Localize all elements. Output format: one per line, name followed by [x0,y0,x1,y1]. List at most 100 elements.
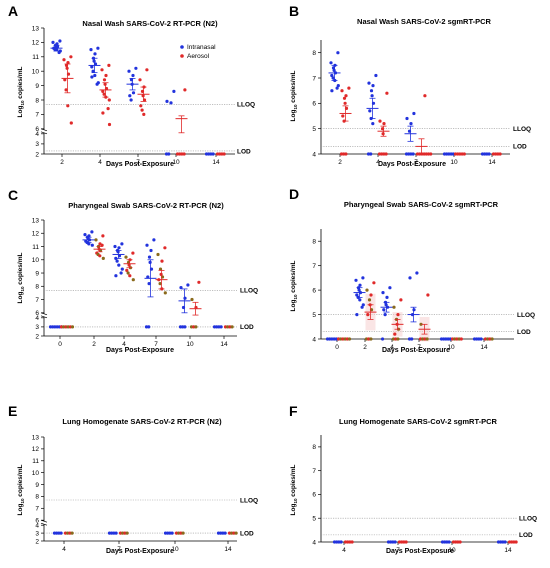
data-point [57,50,61,55]
y-tick-label: 6 [312,287,316,294]
y-tick-label: 6 [312,492,316,499]
group-aerosol-day-14 [223,325,234,329]
y-tick-label: 8 [35,97,39,104]
data-point [166,531,170,535]
data-point [439,337,444,341]
data-point [335,86,339,90]
data-point [361,276,365,280]
data-point [453,152,458,156]
lloq-label: LLOQ [517,312,535,319]
data-point [55,531,59,535]
data-point [358,298,362,302]
data-point [234,531,238,535]
data-point [169,101,173,105]
data-point [453,337,457,341]
data-point [392,305,396,309]
data-point [334,337,338,341]
group-intranasal-day-2 [82,230,95,247]
x-axis-label: Days Post-Exposure [106,347,174,354]
data-point [100,243,104,247]
group-aerosol-day-14 [507,540,518,544]
y-axis-label-main: Log [290,504,297,516]
data-point [501,540,505,544]
data-point [336,337,341,341]
x-tick-label: 7 [417,344,421,351]
data-point [89,48,93,52]
data-point [172,89,176,93]
axis-break-mark [40,519,48,523]
data-point [423,337,427,341]
group-aerosol-day-10 [175,88,188,156]
data-point [369,89,374,93]
y-tick-label: 7 [35,112,39,119]
y-tick-label: 10 [32,69,40,76]
data-point [371,122,375,126]
group-aerosol-day-7 [418,293,431,342]
group-aerosol-day-4 [343,540,354,544]
data-point [354,278,358,282]
y-axis-label: Log10 copies/mL [17,67,25,118]
data-point [396,337,400,341]
data-point [123,531,127,535]
y-tick-label: 10 [32,470,40,477]
data-point [127,69,131,73]
data-point [360,305,364,309]
x-tick-label: 10 [448,547,456,554]
y-tick-label: 7 [312,263,316,270]
data-point [110,531,114,535]
data-point [117,263,121,267]
data-point [174,531,179,535]
group-intranasal-day-0 [48,325,64,329]
data-point [512,540,516,544]
data-point [340,89,344,93]
group-intranasal-day-4 [380,286,393,341]
data-point [179,286,183,290]
lod-label: LOD [240,530,254,537]
y-axis-label-main: Log [17,292,24,304]
axis-break-gap [41,129,47,133]
data-point [221,531,225,535]
data-point [183,296,187,300]
y-tick-label: 9 [35,270,39,277]
data-point [209,152,213,156]
data-point [483,337,488,341]
data-point [164,152,169,156]
group-intranasal-day-14 [204,152,215,156]
data-point [458,540,462,544]
x-axis-label: Days Post-Exposure [106,548,174,555]
data-point [475,337,479,341]
data-point [456,540,460,544]
data-point [330,337,334,341]
axis-break-mark [40,522,48,526]
data-point [170,531,174,535]
data-point [381,291,385,295]
y-tick-label: 3 [35,324,39,331]
y-tick-label: 4 [312,336,316,343]
group-intranasal-day-14 [212,325,223,329]
data-point [448,337,452,341]
lloq-label: LLOQ [240,288,258,295]
data-point [407,152,411,156]
data-point [163,531,168,535]
y-axis-label-main: Log [290,300,297,312]
data-point [443,540,447,544]
y-tick-label: 7 [35,506,39,513]
data-point [183,325,187,329]
data-point [496,540,501,544]
data-point [230,531,234,535]
data-point [404,540,408,544]
data-point [410,337,414,341]
y-tick-label: 11 [32,244,39,251]
data-point [147,325,151,329]
panel-d: D Pharyngeal Swab SARS-CoV-2 sgmRT-PCR 4 5 6… [289,186,535,354]
data-point [167,152,171,156]
data-point [194,325,198,329]
group-aerosol-day-4 [377,91,390,156]
data-point [355,293,359,297]
group-intranasal-day-4 [52,531,63,535]
group-aerosol-day-0 [59,325,75,329]
y-tick-label: 13 [32,217,40,224]
group-aerosol-day-2 [364,281,377,341]
group-aerosol-day-2 [61,55,74,125]
data-point [345,337,349,341]
